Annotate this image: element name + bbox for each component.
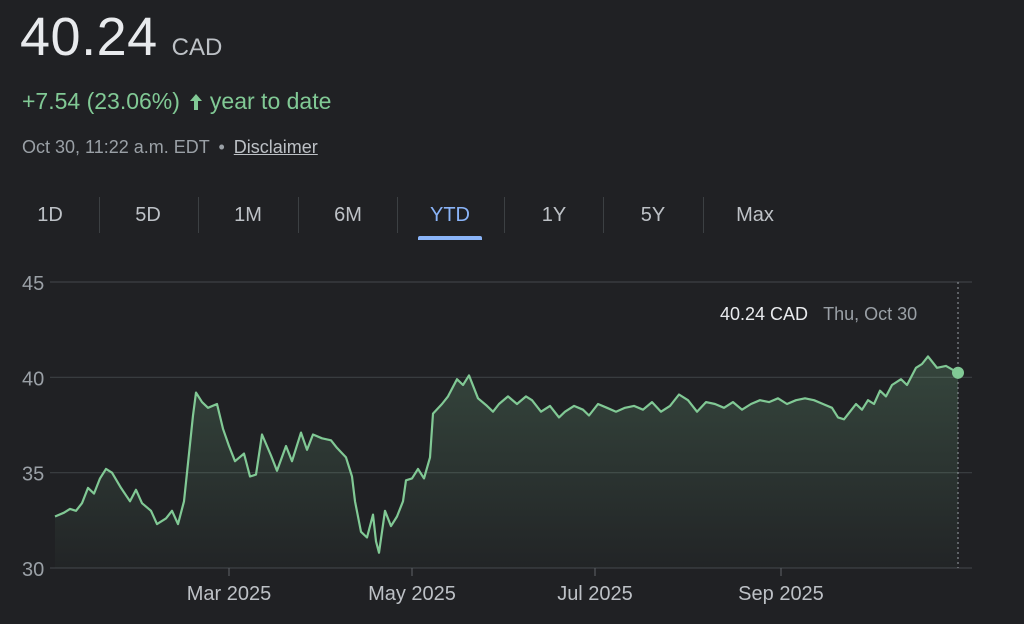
y-tick-label: 30	[22, 559, 44, 581]
y-tick-label: 40	[22, 368, 44, 390]
change-period: year to date	[209, 88, 332, 114]
price-change: +7.54 (23.06%) year to date	[22, 88, 331, 115]
current-price: 40.24	[20, 7, 158, 67]
tab-divider	[603, 197, 604, 233]
y-tick-label: 45	[22, 273, 44, 295]
y-tick-label: 35	[22, 464, 44, 486]
meta-separator: •	[218, 137, 225, 157]
tab-1m[interactable]: 1M	[234, 204, 262, 226]
quote-meta: Oct 30, 11:22 a.m. EDT • Disclaimer	[22, 137, 318, 158]
tab-divider	[703, 197, 704, 233]
tooltip-date: Thu, Oct 30	[823, 304, 918, 324]
tab-divider	[397, 197, 398, 233]
tab-divider	[198, 197, 199, 233]
tab-max[interactable]: Max	[736, 204, 774, 226]
tab-1d[interactable]: 1D	[37, 204, 63, 226]
series-line	[54, 355, 959, 554]
change-value: +7.54 (23.06%)	[22, 88, 180, 114]
hover-point	[952, 366, 964, 379]
series-area	[55, 356, 958, 568]
tooltip-price: 40.24 CAD	[720, 304, 809, 324]
price-header: 40.24 CAD	[20, 6, 222, 68]
tab-divider	[298, 197, 299, 233]
x-tick-label: Sep 2025	[738, 583, 824, 605]
disclaimer-link[interactable]: Disclaimer	[233, 137, 318, 157]
tab-1y[interactable]: 1Y	[541, 204, 567, 226]
tab-divider	[504, 197, 505, 233]
arrow-up-icon	[188, 92, 204, 112]
x-tick-label: Mar 2025	[187, 583, 272, 605]
timestamp: Oct 30, 11:22 a.m. EDT	[22, 137, 210, 157]
x-tick-label: Jul 2025	[557, 583, 633, 605]
tab-5d[interactable]: 5D	[135, 204, 161, 226]
tab-6m[interactable]: 6M	[334, 204, 362, 226]
tab-5y[interactable]: 5Y	[640, 204, 666, 226]
tab-divider	[99, 197, 100, 233]
x-tick-label: May 2025	[368, 583, 456, 605]
active-tab-indicator	[418, 236, 482, 240]
hover-tooltip: 40.24 CAD Thu, Oct 30	[720, 304, 917, 325]
tab-ytd[interactable]: YTD	[430, 204, 470, 226]
currency-code: CAD	[171, 34, 223, 61]
